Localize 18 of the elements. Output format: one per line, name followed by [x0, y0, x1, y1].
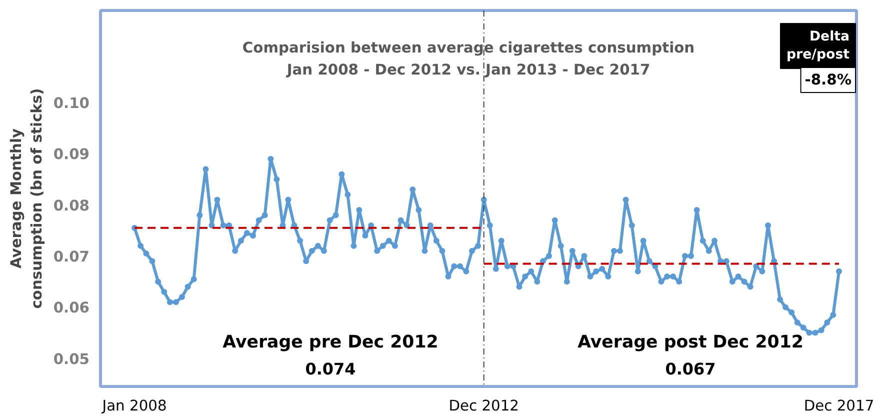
- y-axis-title: Average Monthly consumption (bn of sticks): [8, 88, 46, 309]
- y-tick-label: 0.07: [53, 248, 90, 266]
- text: Jan 2008 - Dec 2012 vs. Jan 2013 - Dec 2017: [286, 62, 650, 78]
- y-tick-label: 0.08: [53, 197, 90, 214]
- annotation: 0.074: [305, 360, 356, 378]
- annotation: Delta pre/post: [786, 30, 850, 62]
- annotation: 0.067: [665, 360, 716, 378]
- y-tick-label: 0.06: [53, 300, 90, 317]
- y-tick-label: 0.05: [53, 350, 90, 368]
- y-tick-label: 0.09: [53, 146, 90, 164]
- annotation: -8.8%: [804, 72, 852, 88]
- x-tick-label: Dec 2017: [804, 398, 874, 414]
- y-tick-label: 0.10: [53, 95, 90, 112]
- text: Comparision between average cigarettes consumption: [242, 40, 695, 56]
- x-tick-label: Dec 2012: [448, 398, 520, 414]
- annotation: Average post Dec 2012: [578, 332, 804, 352]
- x-tick-label: Jan 2008: [101, 398, 167, 414]
- annotation: Average pre Dec 2012: [222, 332, 438, 352]
